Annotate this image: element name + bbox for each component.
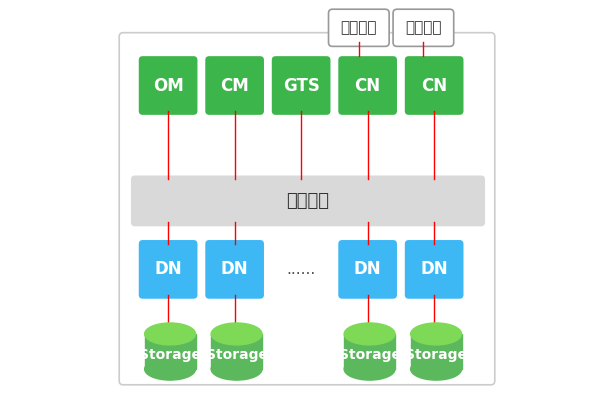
FancyBboxPatch shape [205, 56, 264, 115]
Text: CM: CM [220, 76, 249, 95]
Text: 业务应用: 业务应用 [405, 20, 441, 35]
Ellipse shape [145, 358, 195, 380]
FancyBboxPatch shape [405, 240, 464, 299]
Ellipse shape [145, 323, 195, 345]
FancyBboxPatch shape [139, 240, 198, 299]
Text: OM: OM [153, 76, 184, 95]
FancyBboxPatch shape [131, 175, 485, 226]
Text: GTS: GTS [282, 76, 319, 95]
FancyBboxPatch shape [393, 9, 454, 46]
Bar [344, 334, 395, 369]
Ellipse shape [411, 358, 462, 380]
FancyBboxPatch shape [328, 9, 389, 46]
Bar [211, 334, 262, 369]
FancyBboxPatch shape [272, 56, 330, 115]
FancyBboxPatch shape [405, 56, 464, 115]
Text: DN: DN [354, 260, 381, 279]
FancyBboxPatch shape [119, 33, 495, 385]
Text: Storage: Storage [405, 348, 467, 362]
Text: 网络通道: 网络通道 [287, 192, 330, 210]
Ellipse shape [211, 358, 262, 380]
Bar [145, 334, 195, 369]
Text: DN: DN [221, 260, 249, 279]
Text: DN: DN [421, 260, 448, 279]
Text: CN: CN [354, 76, 381, 95]
Text: Storage: Storage [338, 348, 400, 362]
Bar [411, 334, 462, 369]
Text: Storage: Storage [206, 348, 268, 362]
Text: CN: CN [421, 76, 447, 95]
Ellipse shape [211, 323, 262, 345]
FancyBboxPatch shape [338, 240, 397, 299]
FancyBboxPatch shape [205, 240, 264, 299]
Ellipse shape [344, 358, 395, 380]
Text: DN: DN [154, 260, 182, 279]
Text: Storage: Storage [139, 348, 201, 362]
Ellipse shape [411, 323, 462, 345]
Ellipse shape [344, 323, 395, 345]
FancyBboxPatch shape [338, 56, 397, 115]
Text: 业务应用: 业务应用 [341, 20, 377, 35]
Text: ......: ...... [287, 262, 316, 277]
FancyBboxPatch shape [139, 56, 198, 115]
